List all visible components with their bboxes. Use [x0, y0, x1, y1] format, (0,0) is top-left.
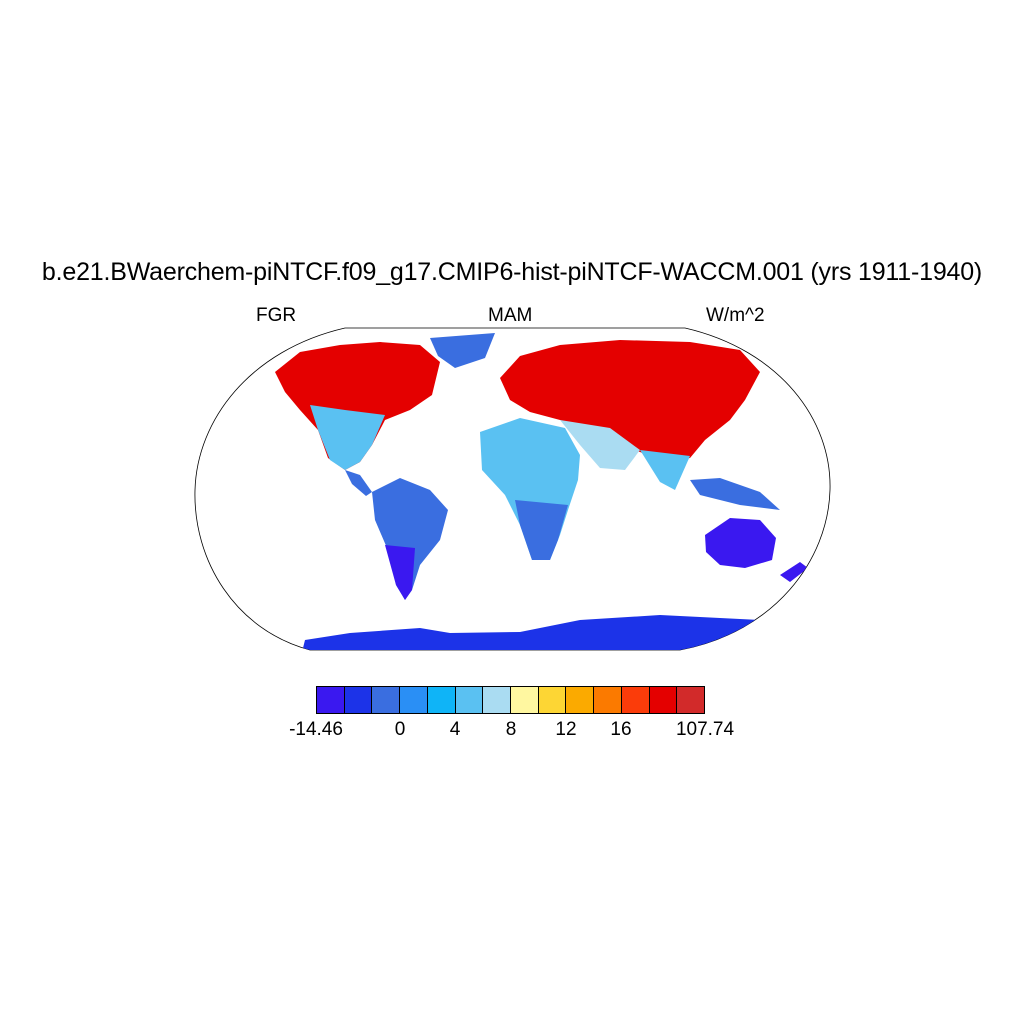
colorbar-box: [317, 687, 345, 713]
season-label: MAM: [488, 305, 533, 326]
colorbar-tick-label: 107.74: [675, 719, 735, 740]
africa-south: [515, 500, 568, 560]
south-america-south: [385, 545, 415, 600]
colorbar-tick-label: -14.46: [289, 719, 343, 740]
plot-title: b.e21.BWaerchem-piNTCF.f09_g17.CMIP6-his…: [41, 258, 983, 286]
colorbar-box: [566, 687, 595, 713]
colorbar-box: [372, 687, 401, 713]
variable-label: FGR: [256, 305, 297, 326]
colorbar-tick-label: 16: [610, 719, 632, 740]
colorbar-tick-label: 0: [394, 719, 406, 740]
north-america: [275, 342, 440, 470]
australia: [705, 518, 776, 568]
colorbar-tick-label: 8: [505, 719, 517, 740]
colorbar-box: [483, 687, 512, 713]
colorbar-box: [455, 687, 484, 713]
colorbar-box: [621, 687, 650, 713]
south-america: [372, 478, 448, 600]
colorbar-box: [344, 687, 373, 713]
south-asia: [640, 450, 690, 490]
new-zealand: [780, 562, 808, 582]
north-america-south: [310, 405, 385, 470]
units-label: W/m^2: [706, 305, 765, 326]
greenland: [430, 333, 495, 368]
colorbar-box: [677, 687, 705, 713]
colorbar-box: [511, 687, 539, 713]
colorbar-box: [538, 687, 567, 713]
maritime-asia: [690, 478, 780, 510]
colorbar-tick-label: 12: [555, 719, 577, 740]
central-america: [345, 470, 372, 496]
colorbar-box: [594, 687, 622, 713]
colorbar-box: [427, 687, 456, 713]
colorbar-tick-label: 4: [449, 719, 461, 740]
eurasia: [500, 340, 760, 462]
colorbar-box: [400, 687, 428, 713]
colorbar-box: [649, 687, 678, 713]
middle-east: [560, 420, 640, 470]
colorbar: [316, 686, 705, 714]
